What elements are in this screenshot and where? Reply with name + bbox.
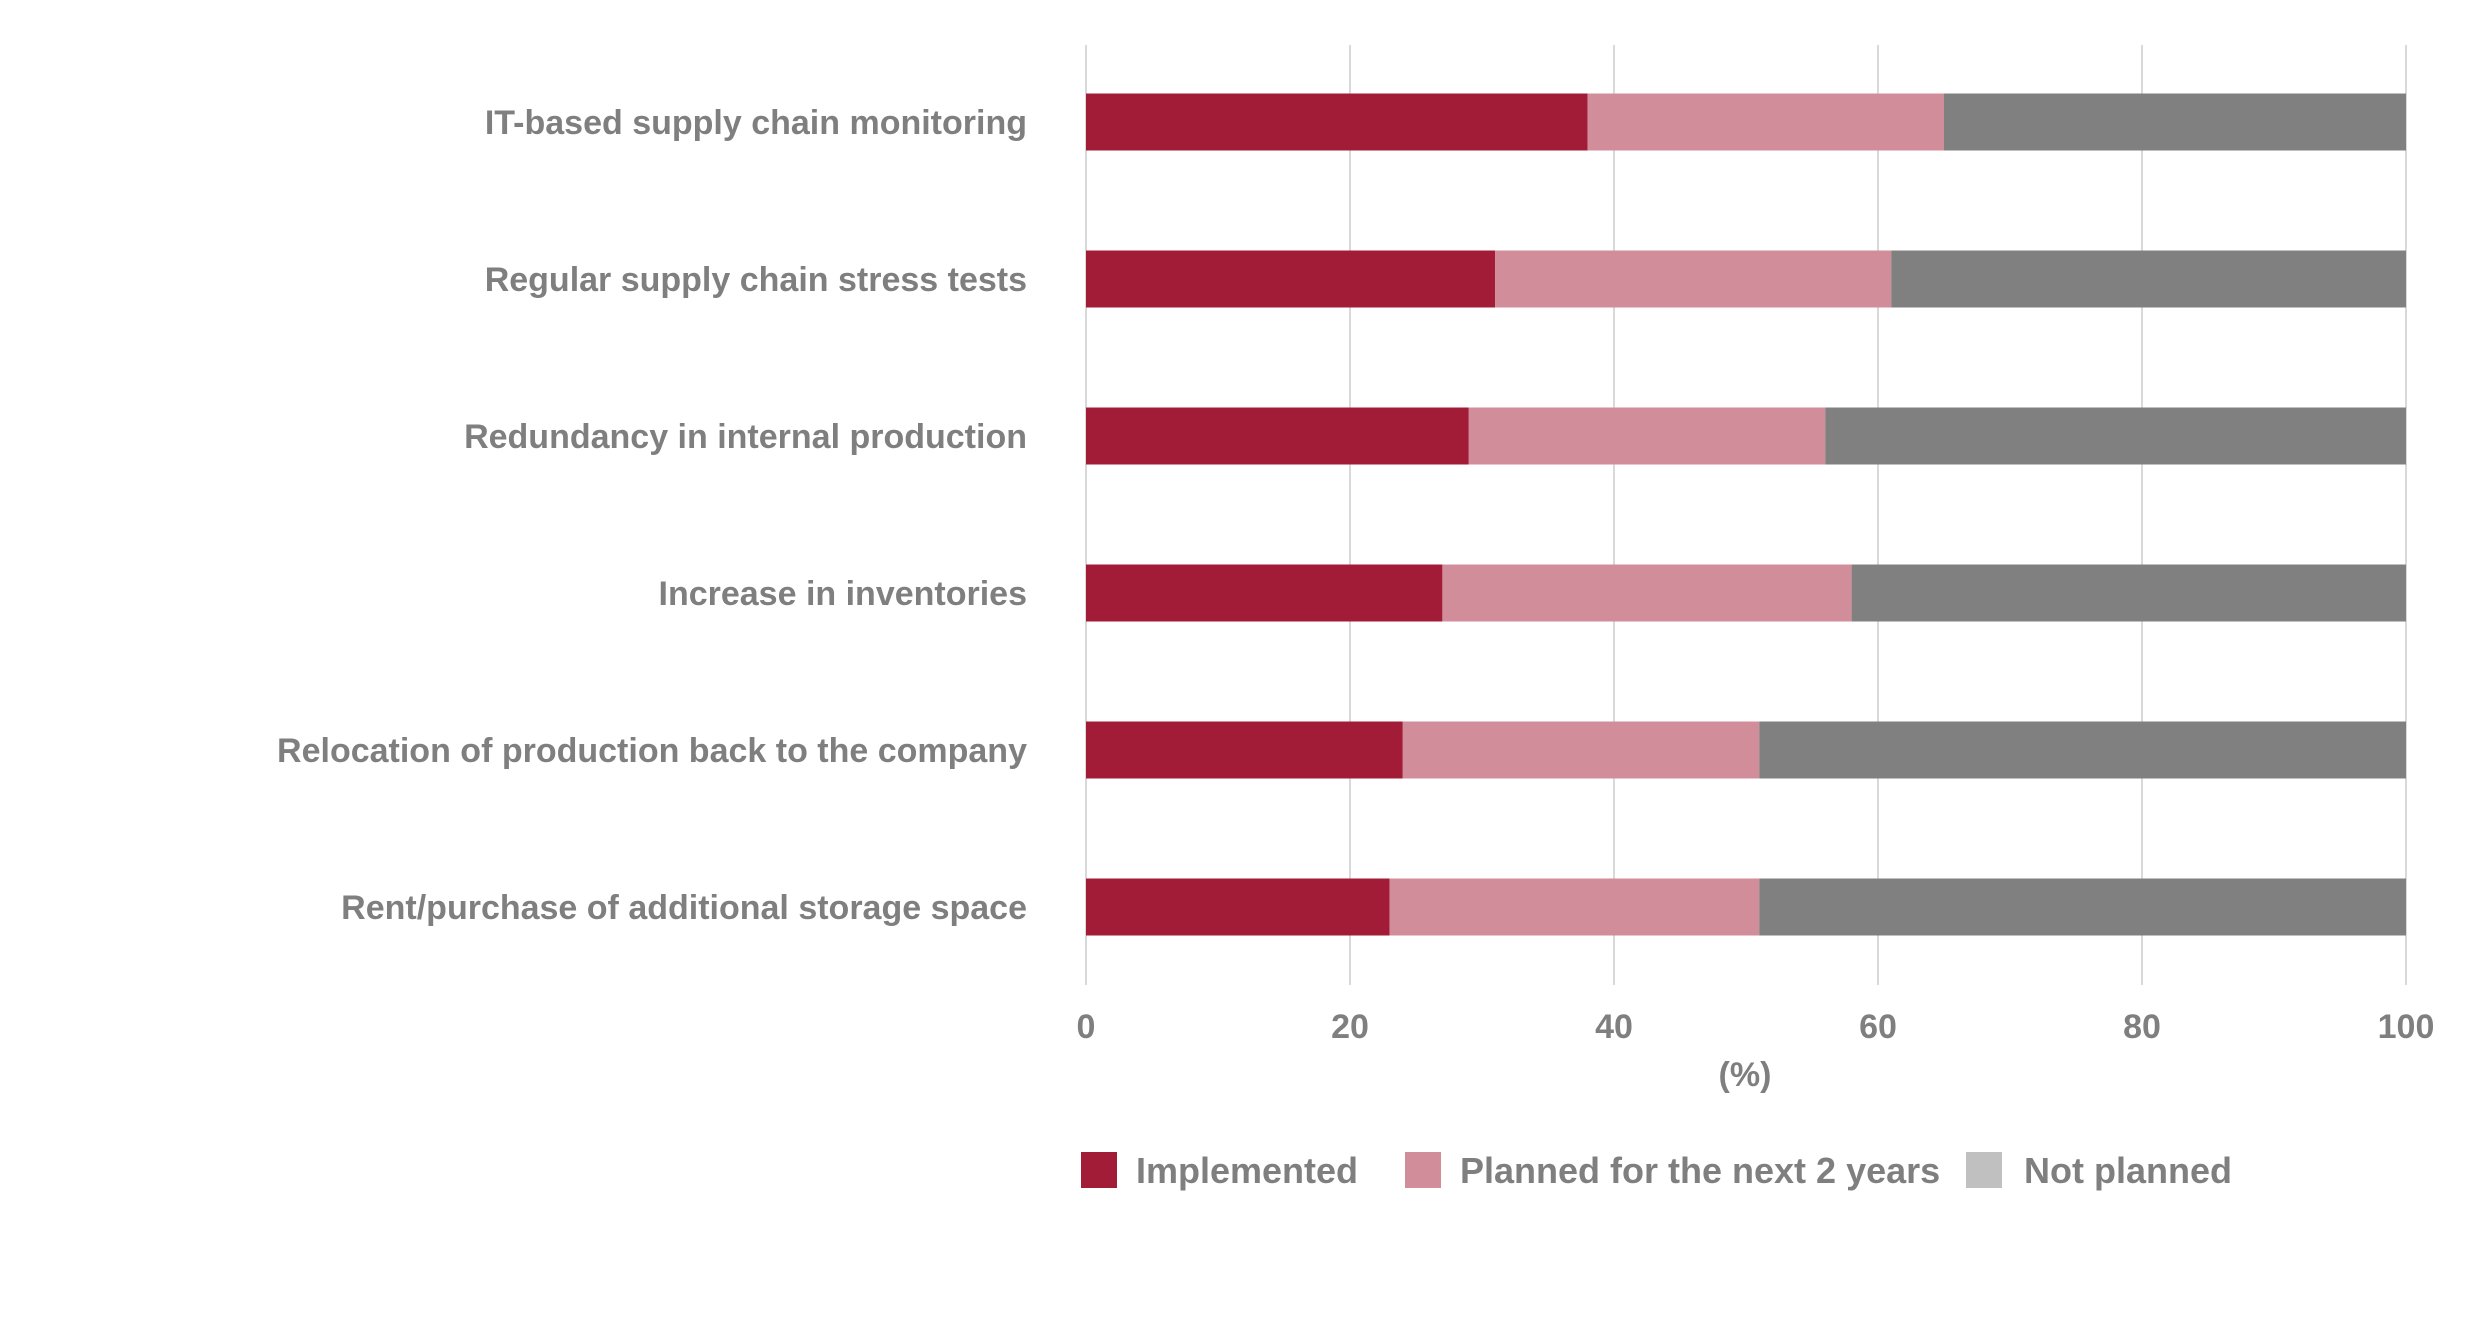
legend-swatch <box>1081 1152 1117 1188</box>
category-label: Regular supply chain stress tests <box>485 261 1027 299</box>
x-tick-label-60: 60 <box>1859 1008 1897 1046</box>
x-axis-ticks: 0 20 40 60 80 100 <box>1077 1008 2435 1046</box>
bar-implemented <box>1086 250 1496 308</box>
legend-label: Planned for the next 2 years <box>1460 1150 1940 1191</box>
bar-not-planned <box>1759 721 2406 779</box>
x-tick-label-20: 20 <box>1331 1008 1369 1046</box>
x-tick-label-100: 100 <box>2378 1008 2435 1046</box>
legend-label: Not planned <box>2024 1150 2232 1191</box>
category-label: Redundancy in internal production <box>464 418 1027 456</box>
bar-not-planned <box>1891 250 2406 308</box>
bar-planned <box>1495 250 1892 308</box>
bars-layer <box>1086 93 2406 936</box>
category-labels: IT-based supply chain monitoring Regular … <box>277 104 1027 927</box>
bar-implemented <box>1086 721 1403 779</box>
x-axis-title: (%) <box>1719 1056 1772 1094</box>
bar-not-planned <box>1759 878 2406 936</box>
x-tick-label-80: 80 <box>2123 1008 2161 1046</box>
x-tick-label-0: 0 <box>1077 1008 1096 1046</box>
legend-swatch <box>1966 1152 2002 1188</box>
grid-layer <box>1085 45 2407 985</box>
category-label: Increase in inventories <box>659 575 1028 613</box>
category-label: IT-based supply chain monitoring <box>485 104 1027 142</box>
category-label: Relocation of production back to the com… <box>277 732 1027 770</box>
bar-implemented <box>1086 93 1588 151</box>
legend: Implemented Planned for the next 2 years N… <box>1081 1150 2232 1191</box>
bar-not-planned <box>1825 407 2406 465</box>
bar-not-planned <box>1851 564 2406 622</box>
bar-planned <box>1468 407 1826 465</box>
legend-swatch <box>1405 1152 1441 1188</box>
bar-implemented <box>1086 564 1443 622</box>
category-label: Rent/purchase of additional storage spac… <box>341 889 1027 927</box>
bar-implemented <box>1086 407 1469 465</box>
bar-planned <box>1442 564 1852 622</box>
legend-label: Implemented <box>1136 1150 1358 1191</box>
x-tick-label-40: 40 <box>1595 1008 1633 1046</box>
bar-implemented <box>1086 878 1390 936</box>
bar-planned <box>1402 721 1760 779</box>
bar-planned <box>1587 93 1944 151</box>
bar-planned <box>1389 878 1760 936</box>
bar-not-planned <box>1944 93 2406 151</box>
